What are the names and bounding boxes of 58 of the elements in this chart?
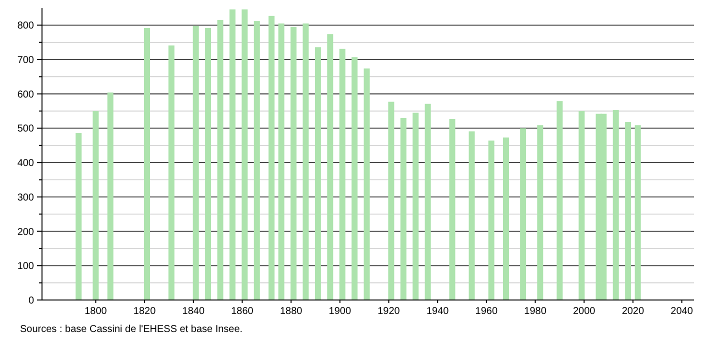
bar	[314, 47, 321, 300]
y-tick-label: 500	[17, 124, 34, 135]
x-tick-label: 2040	[670, 306, 694, 317]
y-tick-label: 600	[17, 89, 34, 100]
x-tick-label: 1820	[133, 306, 156, 317]
bar	[290, 26, 297, 300]
bar	[625, 122, 632, 300]
x-tick-label: 1980	[524, 306, 547, 317]
x-tick-label: 1800	[84, 306, 108, 317]
bar	[168, 45, 174, 300]
x-tick-label: 1880	[280, 306, 303, 317]
bar	[217, 20, 224, 300]
bar	[449, 118, 456, 300]
y-tick-label: 0	[28, 296, 34, 306]
bar	[488, 140, 494, 300]
y-tick-label: 700	[17, 55, 34, 66]
x-tick-label: 1960	[475, 306, 498, 317]
bar	[578, 111, 585, 300]
bar	[468, 131, 475, 300]
y-tick-label: 100	[17, 261, 34, 272]
y-tick-label: 300	[17, 192, 34, 204]
bar	[205, 28, 212, 300]
bar	[634, 125, 641, 300]
bar	[302, 23, 309, 300]
bar	[107, 92, 114, 300]
bar	[268, 16, 275, 300]
x-tick-label: 1860	[231, 306, 254, 317]
bar	[400, 118, 406, 300]
y-tick-label: 200	[17, 226, 34, 238]
x-tick-label: 2000	[572, 306, 596, 317]
bar	[76, 133, 82, 300]
bar	[364, 68, 370, 300]
bar	[278, 23, 284, 300]
bar	[537, 125, 544, 300]
bar	[502, 138, 509, 300]
bar	[556, 101, 563, 300]
x-tick-label: 2020	[622, 306, 645, 317]
bar	[388, 102, 394, 300]
bar	[339, 48, 346, 300]
y-tick-label: 800	[17, 20, 34, 32]
bar	[92, 111, 99, 300]
x-tick-label: 1900	[328, 306, 352, 317]
x-tick-label: 1920	[378, 306, 400, 317]
bar	[229, 9, 236, 300]
bar	[242, 9, 248, 300]
bar	[612, 110, 619, 300]
bar	[520, 128, 526, 300]
x-tick-label: 1840	[182, 306, 205, 317]
x-tick-label: 1940	[426, 306, 450, 317]
source-note: Sources : base Cassini de l'EHESS et base Insee.	[20, 324, 243, 335]
bar	[254, 21, 260, 300]
bar	[327, 34, 334, 300]
bar	[412, 112, 419, 300]
y-tick-label: 400	[17, 158, 34, 170]
bar	[424, 104, 431, 300]
bar	[192, 26, 199, 300]
bar	[352, 57, 358, 300]
bar	[144, 28, 150, 300]
